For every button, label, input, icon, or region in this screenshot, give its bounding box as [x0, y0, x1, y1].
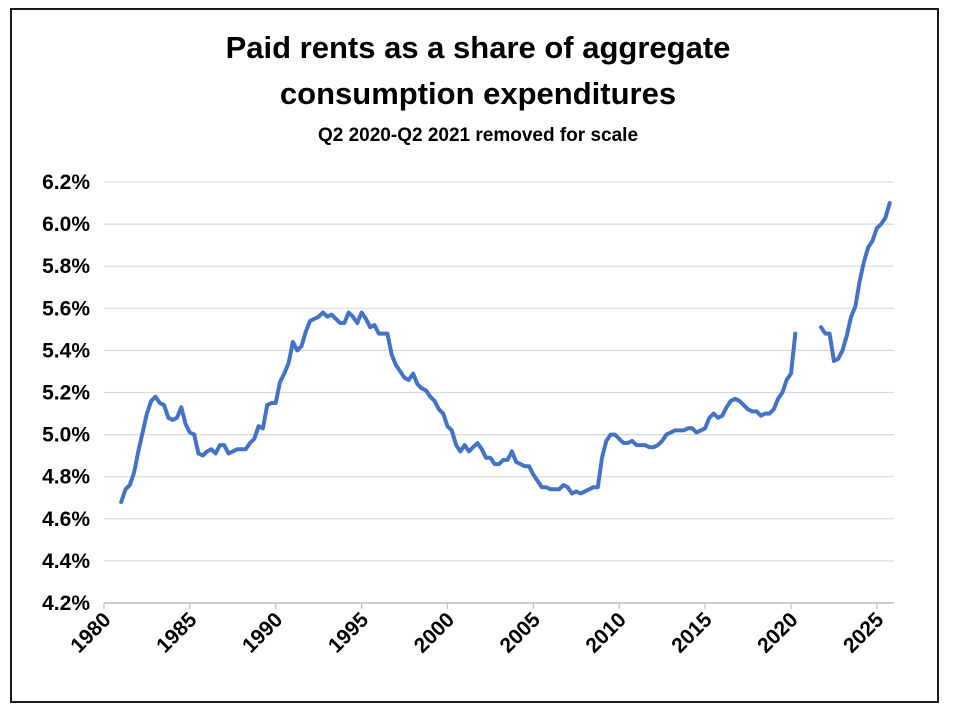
x-tick-label: 2015	[667, 608, 717, 658]
y-tick-label: 4.6%	[42, 508, 90, 531]
chart-subtitle: Q2 2020-Q2 2021 removed for scale	[317, 125, 639, 146]
y-tick-label: 5.2%	[42, 382, 90, 405]
series-line-2	[819, 201, 892, 363]
y-tick-label: 5.4%	[42, 339, 90, 362]
x-tick-label: 2000	[410, 608, 459, 657]
x-tick-label: 1980	[66, 608, 115, 657]
x-tick-label: 2020	[753, 608, 802, 657]
y-tick-label: 5.8%	[42, 255, 90, 278]
y-tick-label: 5.6%	[42, 297, 90, 320]
y-tick-label: 4.4%	[42, 550, 90, 573]
y-tick-label: 6.0%	[42, 213, 90, 236]
y-tick-label: 5.0%	[42, 424, 90, 447]
x-tick-label: 1995	[324, 608, 374, 658]
chart-frame	[10, 8, 939, 703]
chart-title-line2: consumption expenditures	[279, 76, 677, 111]
series-line-1	[119, 310, 798, 504]
chart-title: Paid rents as a share of aggregate	[225, 30, 731, 65]
y-tick-label: 6.2%	[42, 171, 90, 194]
y-tick-label: 4.2%	[42, 592, 90, 615]
x-tick-label: 1990	[238, 608, 287, 657]
x-tick-label: 1985	[152, 608, 202, 658]
x-tick-label: 2025	[839, 608, 889, 658]
x-tick-label: 2005	[496, 608, 546, 658]
x-tick-label: 2010	[581, 608, 630, 657]
y-tick-label: 4.8%	[42, 466, 90, 489]
